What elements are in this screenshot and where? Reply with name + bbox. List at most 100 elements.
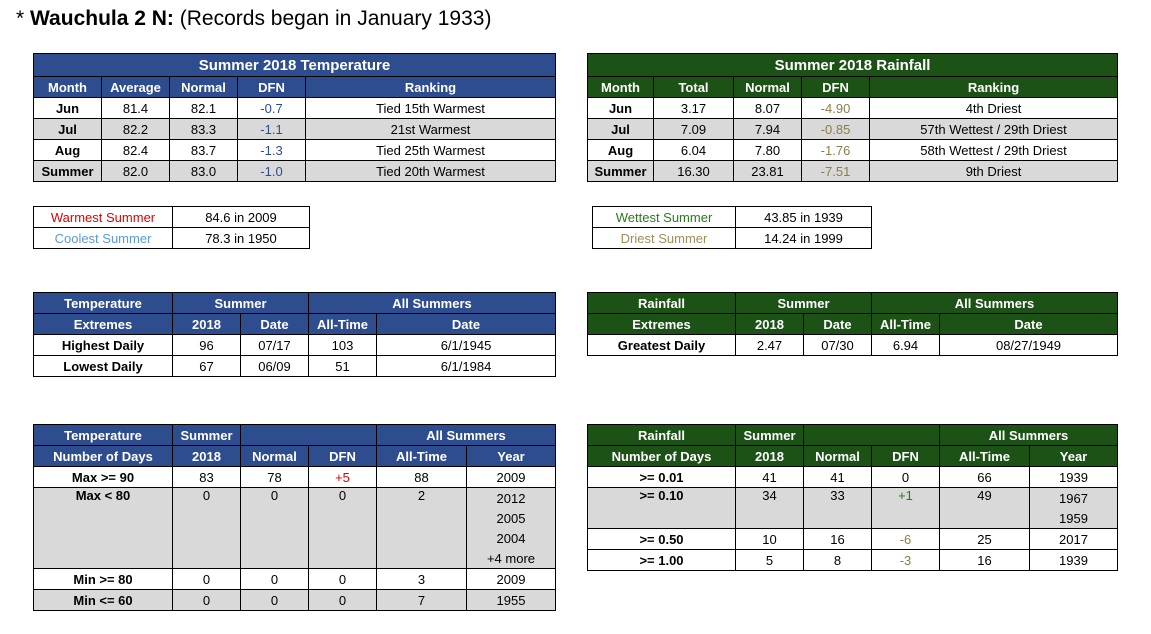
row-month: Summer (33, 160, 102, 182)
row-all-time: 103 (308, 334, 377, 356)
days-header-all-summers: All Summers (375, 424, 557, 446)
row-year: 2004 (465, 528, 557, 548)
row-2018: 41 (735, 466, 804, 488)
row-dfn: -1.76 (801, 139, 870, 161)
days-header-all-time: All-Time (939, 445, 1030, 467)
table-row: Max >= 90 83 78 +5 88 2009 (33, 466, 557, 488)
row-normal: 23.81 (733, 160, 802, 182)
row-normal: 0 (240, 589, 309, 611)
days-header-dfn: DFN (871, 445, 940, 467)
row-2018: 83 (172, 466, 241, 488)
row-normal: 0 (240, 568, 309, 590)
row-dfn: 0 (871, 466, 940, 488)
row-normal: 8 (803, 549, 872, 571)
row-2018: 0 (172, 487, 241, 569)
row-2018: 0 (172, 568, 241, 590)
row-label: Greatest Daily (587, 334, 736, 356)
row-all-time: 6.94 (871, 334, 940, 356)
row-dfn: -1.3 (237, 139, 306, 161)
days-header-2018: 2018 (735, 445, 804, 467)
row-normal: 33 (803, 487, 872, 529)
table-row: Min <= 60 0 0 0 7 1955 (33, 589, 557, 611)
row-all-date: 6/1/1945 (375, 334, 557, 356)
station-name: Wauchula 2 N: (30, 7, 174, 30)
wettest-summer-value: 43.85 in 1939 (735, 206, 872, 228)
table-row: Lowest Daily 67 06/09 51 6/1/1984 (33, 355, 557, 377)
coolest-summer-label: Coolest Summer (33, 227, 173, 249)
records-note: (Records began in January 1933) (179, 7, 492, 30)
row-year: 2012 (465, 487, 557, 508)
row-normal: 41 (803, 466, 872, 488)
wettest-summer-label: Wettest Summer (592, 206, 736, 228)
temperature-extremes-table: Temperature Summer All Summers Extremes … (33, 292, 557, 377)
row-all-date: 6/1/1984 (375, 355, 557, 377)
row-normal: 83.7 (169, 139, 238, 161)
table-row: Jul 82.2 83.3 -1.1 21st Warmest (33, 118, 556, 140)
row-month: Aug (587, 139, 654, 161)
rainfall-summary-table: Summer 2018 Rainfall Month Total Normal … (586, 53, 1119, 182)
extremes-header-all-time: All-Time (308, 313, 377, 335)
row-normal: 16 (803, 528, 872, 550)
extremes-header-2018: 2018 (172, 313, 241, 335)
row-year: 1939 (1028, 466, 1119, 488)
days-header-2018: 2018 (172, 445, 241, 467)
col-month: Month (33, 76, 102, 98)
row-month: Jul (33, 118, 102, 140)
row-all-time: 2 (376, 487, 467, 569)
temperature-days-table: Temperature Summer All Summers Number of… (33, 424, 557, 611)
days-header-normal: Normal (240, 445, 309, 467)
table-row: Summer 82.0 83.0 -1.0 Tied 20th Warmest (33, 160, 556, 182)
row-month: Jul (587, 118, 654, 140)
row-2018: 5 (735, 549, 804, 571)
row-total: 7.09 (653, 118, 734, 140)
row-all-time: 7 (376, 589, 467, 611)
row-dfn: -1.0 (237, 160, 306, 182)
table-row: Wettest Summer 43.85 in 1939 (592, 206, 872, 228)
row-dfn: -7.51 (801, 160, 870, 182)
row-total: 3.17 (653, 97, 734, 119)
table-row: Jun 3.17 8.07 -4.90 4th Driest (587, 97, 1119, 119)
col-ranking: Ranking (305, 76, 556, 98)
table-row: Max < 80 0 0 0 2 2012 (33, 487, 557, 569)
row-all-time: 25 (939, 528, 1030, 550)
row-ranking: 21st Warmest (305, 118, 556, 140)
row-normal: 0 (240, 487, 309, 569)
row-average: 82.0 (101, 160, 170, 182)
row-year: 1939 (1028, 549, 1119, 571)
row-total: 16.30 (653, 160, 734, 182)
row-ranking: 58th Wettest / 29th Driest (868, 139, 1119, 161)
row-ranking: 4th Driest (868, 97, 1119, 119)
extremes-header-all-date: Date (938, 313, 1119, 335)
row-average: 81.4 (101, 97, 170, 119)
table-row: Coolest Summer 78.3 in 1950 (33, 227, 310, 249)
row-dfn: +5 (308, 466, 377, 488)
driest-summer-label: Driest Summer (592, 227, 736, 249)
col-normal: Normal (169, 76, 238, 98)
row-2018: 96 (172, 334, 241, 356)
days-header-all-time: All-Time (376, 445, 467, 467)
table-row: Summer 16.30 23.81 -7.51 9th Driest (587, 160, 1119, 182)
row-label: Max >= 90 (33, 466, 173, 488)
row-date: 07/17 (240, 334, 309, 356)
col-ranking: Ranking (868, 76, 1119, 98)
row-month: Jun (33, 97, 102, 119)
extremes-header-all-summers: All Summers (307, 292, 557, 314)
row-ranking: Tied 15th Warmest (305, 97, 556, 119)
row-label: >= 0.10 (587, 487, 736, 529)
row-label: Lowest Daily (33, 355, 173, 377)
days-header-blank (240, 424, 377, 446)
days-header-number-of-days: Number of Days (587, 445, 736, 467)
row-year: 1967 (1028, 487, 1119, 508)
row-ranking: 57th Wettest / 29th Driest (868, 118, 1119, 140)
rainfall-records-table: Wettest Summer 43.85 in 1939 Driest Summ… (592, 206, 872, 249)
table-row: Aug 6.04 7.80 -1.76 58th Wettest / 29th … (587, 139, 1119, 161)
row-year: 1955 (465, 589, 557, 611)
table-row: >= 1.00 5 8 -3 16 1939 (587, 549, 1119, 571)
extremes-header-summer: Summer (172, 292, 309, 314)
col-dfn: DFN (801, 76, 870, 98)
row-dfn: 0 (308, 589, 377, 611)
row-date: 06/09 (240, 355, 309, 377)
row-all-time: 49 (939, 487, 1030, 529)
row-dfn: -6 (871, 528, 940, 550)
row-year: 2009 (465, 466, 557, 488)
